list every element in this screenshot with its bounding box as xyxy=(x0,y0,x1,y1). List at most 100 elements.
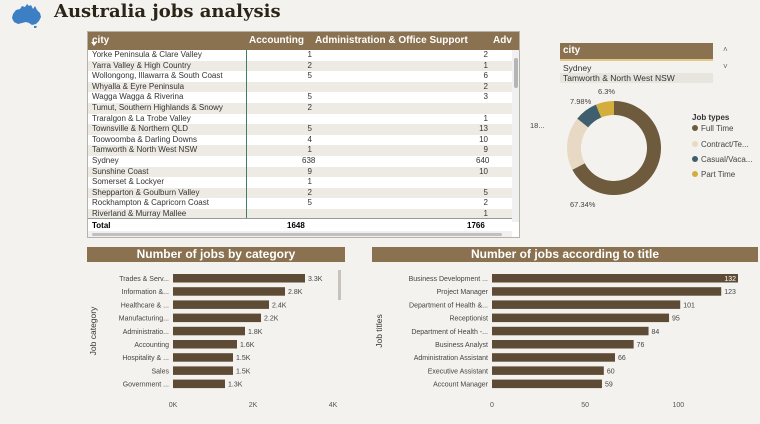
table-row[interactable]: Somerset & Lockyer 1 xyxy=(88,177,513,188)
table-row[interactable]: Wollongong, Illawarra & South Coast 5 6 xyxy=(88,71,513,82)
bar[interactable] xyxy=(173,274,305,283)
column-header-city[interactable]: city xyxy=(92,35,110,46)
legend-label: Full Time xyxy=(701,124,734,133)
legend-item-full-time[interactable]: Full Time xyxy=(692,124,733,133)
bar[interactable] xyxy=(173,300,269,309)
table-row[interactable]: Tamworth & North West NSW 1 9 xyxy=(88,145,513,156)
donut-slice-part-time[interactable] xyxy=(595,101,614,118)
column-header-accounting[interactable]: Accounting xyxy=(249,35,304,46)
table-row[interactable]: Whyalla & Eyre Peninsula 2 xyxy=(88,81,513,93)
category-tick-label: Manufacturing... xyxy=(119,316,169,323)
bar[interactable] xyxy=(173,353,233,362)
count-cell: 9 xyxy=(483,145,488,155)
y-axis-label: Job titles xyxy=(374,314,384,348)
slicer-item[interactable]: Tamworth & North West NSW xyxy=(560,73,713,83)
city-cell: Traralgon & La Trobe Valley xyxy=(92,113,191,123)
table-row[interactable]: Yarra Valley & High Country 2 1 xyxy=(88,60,513,72)
count-cell: 2 xyxy=(483,50,488,59)
slicer-item[interactable]: Sydney xyxy=(563,63,592,73)
table-row[interactable]: Sunshine Coast 9 10 xyxy=(88,166,513,178)
bar-value-label: 1.6K xyxy=(240,342,255,349)
table-row[interactable]: Toowoomba & Darling Downs 4 10 xyxy=(88,135,513,146)
donut-slice-casual-vacation[interactable] xyxy=(577,104,602,128)
city-cell: Sunshine Coast xyxy=(92,166,149,176)
table-row[interactable]: Tumut, Southern Highlands & Snowy 2 xyxy=(88,103,513,114)
bar-value-label: 2.8K xyxy=(288,289,303,296)
category-tick-label: Trades & Serv... xyxy=(119,276,169,283)
count-cell: 640 xyxy=(476,156,490,165)
count-cell: 2 xyxy=(307,187,312,197)
category-tick-label: Information &... xyxy=(122,289,170,296)
legend-dot-contract xyxy=(692,141,698,147)
total-accounting: 1648 xyxy=(287,221,305,230)
slicer-underline xyxy=(560,59,713,61)
bar-value-label: 1.3K xyxy=(228,382,243,389)
bar[interactable] xyxy=(492,300,681,309)
bar-value-label: 2.2K xyxy=(264,316,279,323)
legend-item-part-time[interactable]: Part Time xyxy=(692,170,735,179)
x-tick-label: 4K xyxy=(329,402,338,409)
legend-dot-full-time xyxy=(692,125,698,131)
city-cell: Wagga Wagga & Riverina xyxy=(92,92,184,102)
chevron-down-icon[interactable]: ˅ xyxy=(723,62,728,71)
table-body: Yorke Peninsula & Clare Valley 1 2 Yarra Va… xyxy=(88,50,513,237)
table-row[interactable]: Sydney 638 640 xyxy=(88,156,513,167)
chevron-up-icon[interactable]: ˄ xyxy=(723,45,728,54)
category-tick-label: Administration Assistant xyxy=(414,355,488,362)
bar[interactable] xyxy=(173,366,233,375)
bar-value-label: 1.5K xyxy=(236,368,251,375)
table-horizontal-scrollbar[interactable] xyxy=(88,231,512,237)
bar[interactable] xyxy=(492,326,649,336)
bar-value-label: 76 xyxy=(637,342,645,349)
bar-value-label: 84 xyxy=(652,329,660,336)
bar[interactable] xyxy=(492,274,738,283)
table-row[interactable]: Wagga Wagga & Riverina 5 3 xyxy=(88,92,513,103)
table-row[interactable]: Shepparton & Goulburn Valley 2 5 xyxy=(88,187,513,199)
count-cell: 2 xyxy=(307,103,312,112)
bar[interactable] xyxy=(492,287,722,296)
bar[interactable] xyxy=(173,313,261,323)
category-tick-label: Department of Health &... xyxy=(409,302,488,309)
column-header-administration[interactable]: Administration & Office Support xyxy=(315,35,468,46)
chart-scrollbar[interactable] xyxy=(338,270,341,300)
donut-slice-contract-temp[interactable] xyxy=(567,118,589,170)
count-cell: 10 xyxy=(479,134,488,144)
city-cell: Townsville & Northern QLD xyxy=(92,124,189,134)
city-cell: Somerset & Lockyer xyxy=(92,177,165,187)
x-tick-label: 100 xyxy=(673,402,685,409)
city-cell: Shepparton & Goulburn Valley xyxy=(92,187,200,197)
bar-value-label: 1.5K xyxy=(236,355,251,362)
bar[interactable] xyxy=(173,326,245,336)
table-row[interactable]: Rockhampton & Capricorn Coast 5 2 xyxy=(88,198,513,209)
table-row[interactable]: Yorke Peninsula & Clare Valley 1 2 xyxy=(88,50,513,61)
table-row[interactable]: Traralgon & La Trobe Valley 1 xyxy=(88,114,513,125)
category-tick-label: Sales xyxy=(151,368,169,375)
bar[interactable] xyxy=(492,353,615,362)
legend-item-contract[interactable]: Contract/Te... xyxy=(692,140,749,149)
legend-label: Casual/Vaca... xyxy=(701,155,753,164)
count-cell: 9 xyxy=(307,166,312,176)
count-cell: 5 xyxy=(307,71,312,81)
legend-item-casual[interactable]: Casual/Vaca... xyxy=(692,155,752,164)
table-row[interactable]: Townsville & Northern QLD 5 13 xyxy=(88,124,513,135)
bar[interactable] xyxy=(492,340,634,349)
bar[interactable] xyxy=(173,379,225,389)
sort-desc-icon[interactable] xyxy=(91,42,97,46)
count-cell: 2 xyxy=(307,60,312,70)
bar[interactable] xyxy=(492,366,604,375)
city-cell: Yarra Valley & High Country xyxy=(92,60,191,70)
x-tick-label: 0 xyxy=(490,402,494,409)
city-cell: Riverland & Murray Mallee xyxy=(92,209,187,218)
column-header-advertising[interactable]: Adv xyxy=(493,35,512,46)
donut-slice-full-time[interactable] xyxy=(572,101,661,195)
scroll-thumb[interactable] xyxy=(92,233,502,236)
scroll-thumb[interactable] xyxy=(514,58,518,88)
bar[interactable] xyxy=(492,313,670,323)
bar[interactable] xyxy=(173,287,285,296)
bar[interactable] xyxy=(173,340,237,349)
y-axis-label: Job category xyxy=(88,306,98,355)
bar[interactable] xyxy=(492,379,602,389)
count-cell: 1 xyxy=(483,60,488,70)
table-vertical-scrollbar[interactable] xyxy=(512,50,519,222)
table-row[interactable]: Riverland & Murray Mallee 1 xyxy=(88,209,513,220)
